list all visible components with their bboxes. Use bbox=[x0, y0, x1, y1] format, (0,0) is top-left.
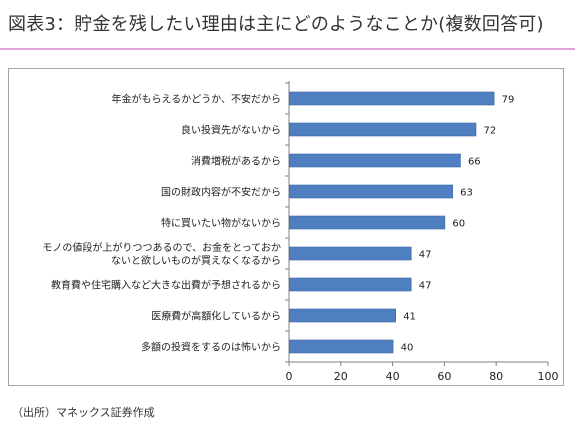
page-title: 図表3：貯金を残したい理由は主にどのようなことか(複数回答可) bbox=[8, 14, 544, 35]
source-note: （出所）マネックス証券作成 bbox=[12, 406, 155, 419]
title-underline bbox=[0, 48, 575, 50]
data-label: 72 bbox=[483, 126, 496, 137]
category-label: 消費増税があるから bbox=[191, 155, 281, 168]
chart-frame: 0 20 40 60 80 100 79 年金がもらえるかどうか、不安だから 72 良い投資先がな… bbox=[8, 68, 564, 386]
x-tick-label: 80 bbox=[489, 370, 503, 383]
data-label: 79 bbox=[502, 95, 515, 106]
bar bbox=[289, 339, 394, 354]
category-label: 特に買いたい物がないから bbox=[161, 217, 281, 230]
data-label: 47 bbox=[419, 250, 432, 261]
data-label: 47 bbox=[419, 281, 432, 292]
bar bbox=[289, 215, 446, 230]
data-label: 60 bbox=[452, 219, 465, 230]
x-tick-label: 0 bbox=[286, 370, 293, 383]
data-label: 63 bbox=[460, 188, 473, 199]
x-tick-label: 40 bbox=[386, 370, 400, 383]
bar bbox=[289, 122, 477, 137]
x-tick-label: 100 bbox=[538, 370, 559, 383]
category-label: モノの値段が上がりつつあるので、お金をとっておかないと欲しいものが買えなくなるか… bbox=[42, 241, 281, 267]
bar bbox=[289, 246, 412, 261]
bar-chart: 0 20 40 60 80 100 79 年金がもらえるかどうか、不安だから 72 良い投資先がな… bbox=[42, 81, 559, 383]
category-label: 国の財政内容が不安だから bbox=[161, 186, 281, 199]
category-label: 教育費や住宅購入など大きな出費が予想されるから bbox=[51, 279, 281, 292]
category-label: 年金がもらえるかどうか、不安だから bbox=[112, 93, 282, 106]
bar bbox=[289, 277, 412, 292]
x-tick-label: 20 bbox=[334, 370, 348, 383]
data-label: 40 bbox=[401, 343, 414, 354]
data-label: 66 bbox=[468, 157, 481, 168]
category-label: 良い投資先がないから bbox=[181, 124, 281, 137]
category-label: 多額の投資をするのは怖いから bbox=[141, 341, 281, 354]
data-label: 41 bbox=[403, 312, 416, 323]
category-label: 医療費が高額化しているから bbox=[151, 310, 281, 323]
bar bbox=[289, 91, 495, 106]
bar bbox=[289, 184, 453, 199]
x-tick-label: 60 bbox=[437, 370, 451, 383]
bar bbox=[289, 153, 461, 168]
bar bbox=[289, 308, 396, 323]
